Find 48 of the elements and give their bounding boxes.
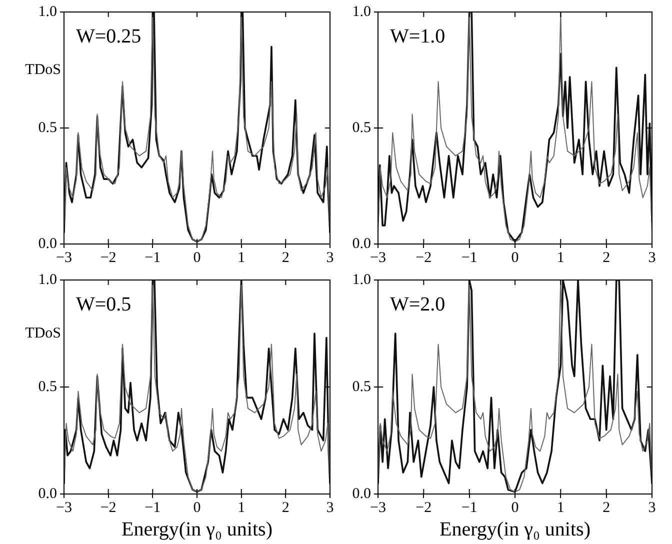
y-tick-label: 0.0: [352, 236, 371, 252]
x-tick-label: 1: [556, 500, 564, 516]
y-tick-label: 0.5: [352, 120, 371, 136]
x-tick-label: 3: [326, 250, 334, 266]
x-tick-label: 2: [282, 500, 290, 516]
x-tick-label: 3: [648, 250, 656, 266]
annotation: W=1.0: [390, 25, 446, 48]
y-tick-label: 0.0: [38, 236, 57, 252]
x-tick-label: 2: [602, 500, 610, 516]
y-tick-label: 0.5: [38, 120, 57, 136]
x-tick-label: −1: [461, 500, 478, 516]
x-tick-label: 0: [511, 250, 519, 266]
y-tick-label: 0.0: [352, 486, 371, 502]
x-tick-label: −3: [370, 250, 386, 266]
x-tick-label: −3: [56, 500, 72, 516]
annotation: W=0.25: [76, 25, 142, 48]
y-tick-label: 0.5: [38, 378, 57, 395]
x-tick-label: 2: [602, 250, 610, 266]
x-tick-label: 1: [238, 500, 246, 516]
y-axis-title: TDoS: [25, 325, 61, 342]
x-tick-label: −2: [416, 250, 432, 266]
x-tick-label: 1: [556, 250, 564, 266]
y-tick-label: 1.0: [38, 272, 57, 288]
x-tick-label: −1: [461, 250, 478, 266]
x-tick-label: 3: [326, 500, 334, 516]
x-tick-label: 2: [282, 250, 290, 266]
x-tick-label: 0: [511, 500, 519, 516]
x-tick-label: −1: [144, 500, 161, 516]
y-tick-label: 0.0: [38, 486, 57, 502]
x-tick-label: 1: [238, 250, 246, 266]
x-tick-label: −3: [56, 250, 72, 266]
y-tick-label: 1.0: [352, 4, 371, 20]
y-tick-label: 1.0: [38, 4, 57, 20]
x-tick-label: 0: [193, 500, 201, 516]
x-tick-label: −2: [416, 500, 432, 516]
x-tick-label: −2: [100, 500, 116, 516]
annotation: W=2.0: [390, 293, 446, 316]
y-tick-label: 1.0: [352, 272, 371, 288]
x-tick-label: 3: [648, 500, 656, 516]
y-axis-title: TDoS: [25, 62, 61, 78]
x-axis-title: Energy(in γ₀ units): [122, 518, 272, 540]
x-tick-label: −3: [370, 500, 386, 516]
y-tick-label: 0.5: [352, 378, 371, 395]
x-tick-label: −1: [144, 250, 161, 266]
x-tick-label: −2: [100, 250, 116, 266]
x-tick-label: 0: [193, 250, 201, 266]
x-axis-title: Energy(in γ₀ units): [440, 518, 590, 540]
annotation: W=0.5: [76, 293, 132, 316]
